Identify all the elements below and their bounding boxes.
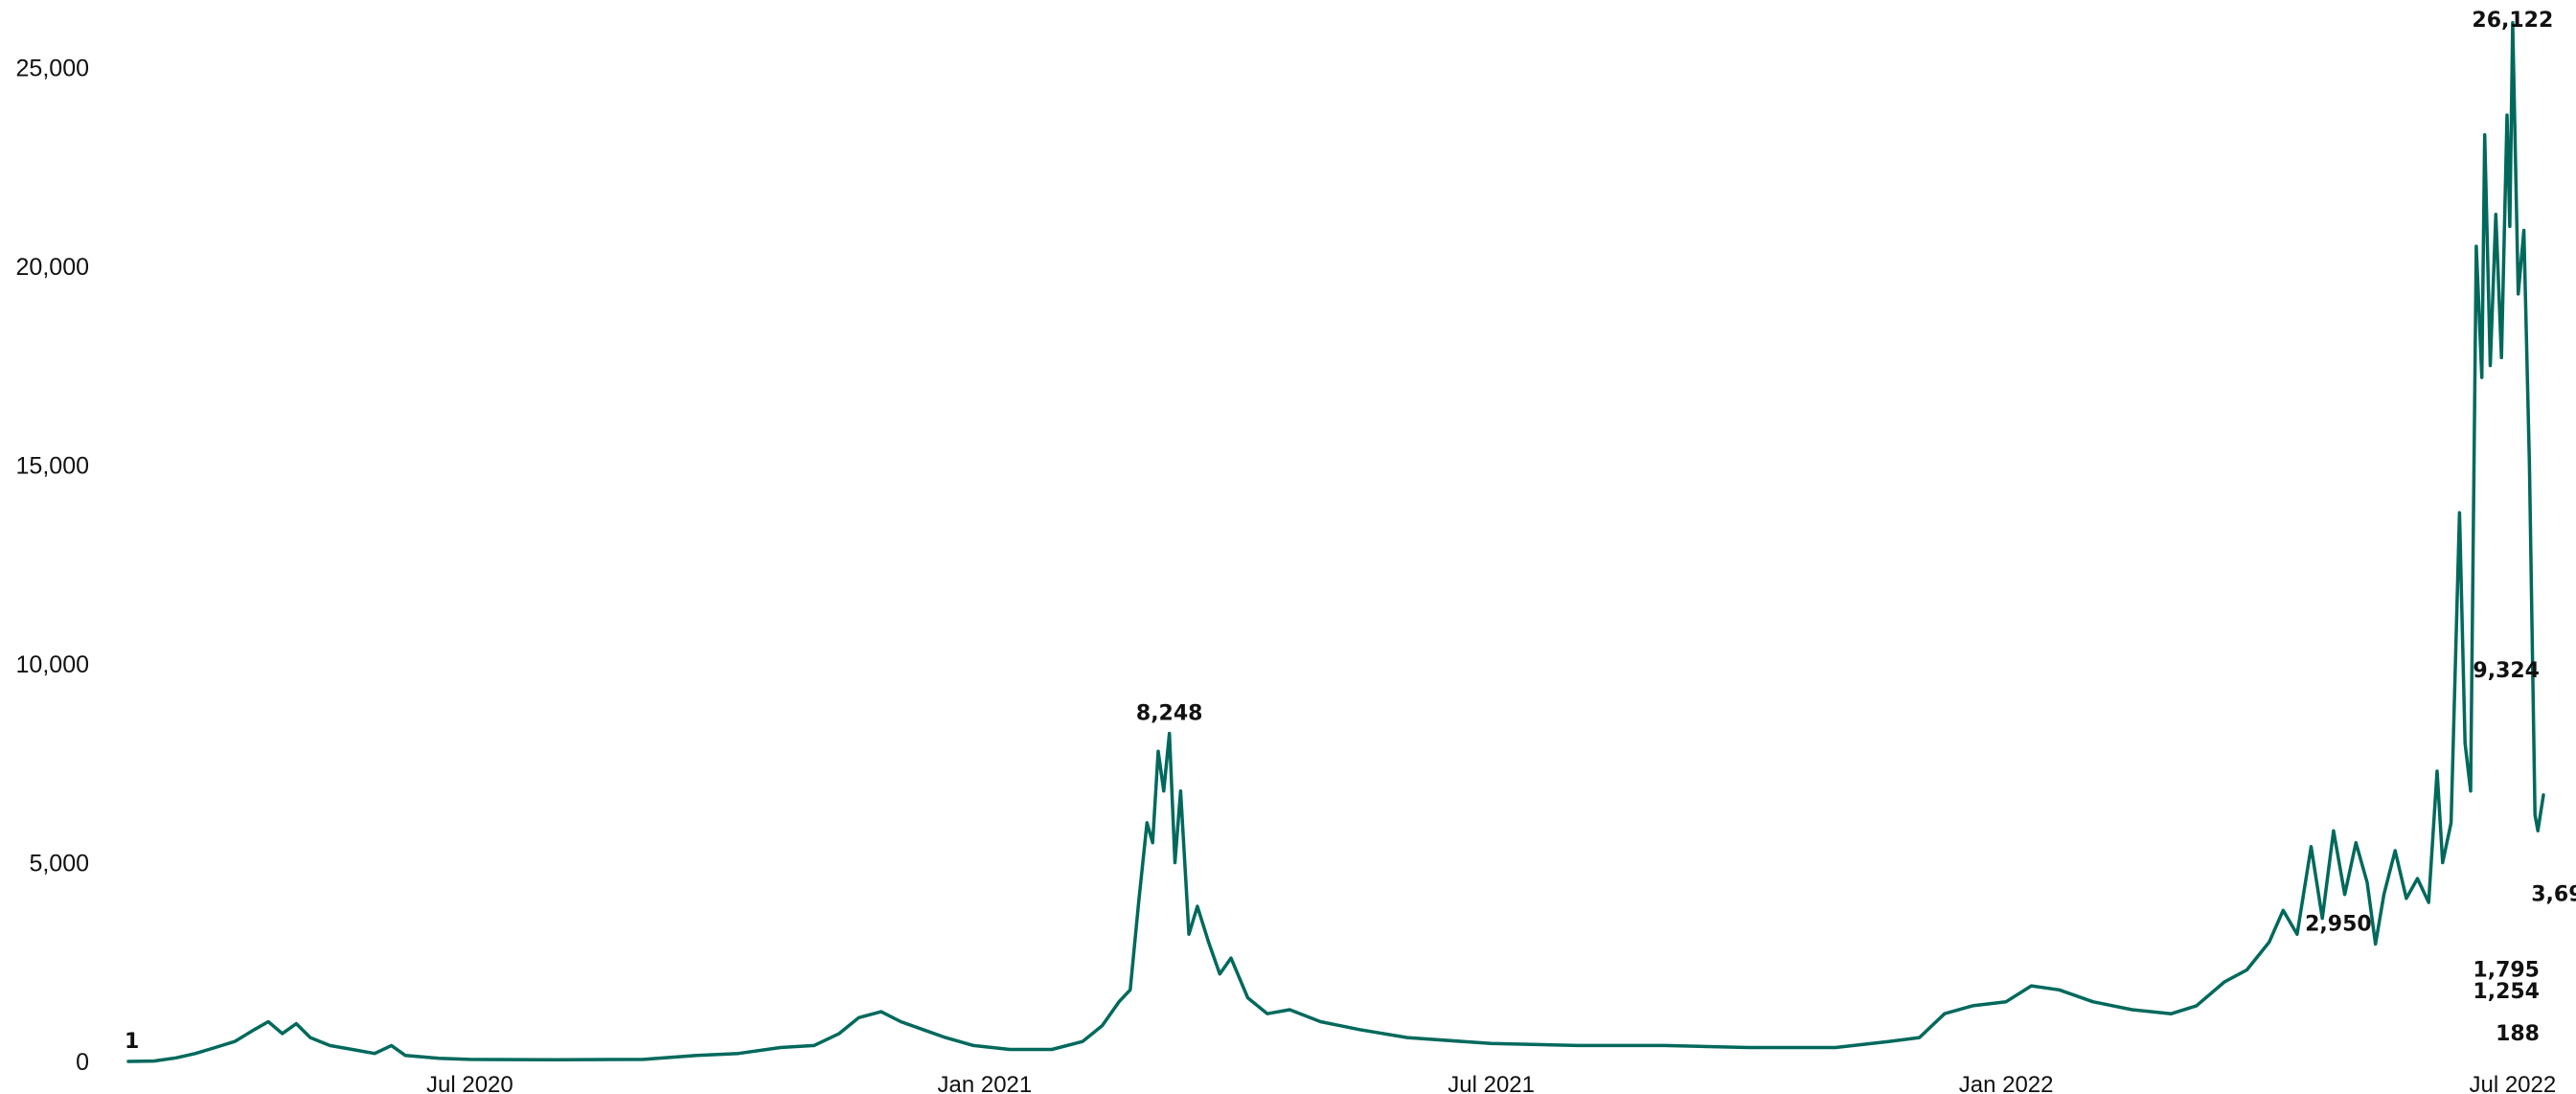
y-tick-label: 15,000	[16, 452, 89, 479]
x-tick-label: Jul 2020	[426, 1072, 513, 1094]
y-tick-label: 20,000	[16, 254, 89, 281]
y-tick-label: 0	[76, 1049, 89, 1076]
data-label: 9,324	[2473, 659, 2540, 683]
y-axis: 0 5,000 10,000 15,000 20,000 25,000	[16, 55, 89, 1076]
data-labels: 1 8,248 2,950 26,122 3,692 1,254 9,324 188 1,795	[125, 9, 2576, 1054]
x-tick-label: Jul 2021	[1448, 1072, 1535, 1094]
series-group	[126, 20, 2545, 1063]
y-tick-label: 5,000	[29, 850, 89, 877]
data-label: 2,950	[2305, 913, 2372, 937]
x-tick-label: Jan 2021	[938, 1072, 1033, 1094]
data-label: 26,122	[2472, 9, 2553, 33]
y-tick-label: 25,000	[16, 55, 89, 81]
data-label: 8,248	[1136, 702, 1203, 726]
y-tick-label: 10,000	[16, 651, 89, 678]
series-line	[126, 20, 2545, 1063]
data-label: 3,692	[2531, 883, 2576, 907]
data-label: 188	[2496, 1022, 2540, 1046]
data-label: 1,795	[2473, 958, 2540, 982]
data-label: 1	[125, 1030, 139, 1054]
x-axis: Jul 2020 Jan 2021 Jul 2021 Jan 2022 Jul 2022	[426, 1072, 2556, 1094]
x-tick-label: Jan 2022	[1959, 1072, 2054, 1094]
x-tick-label: Jul 2022	[2469, 1072, 2556, 1094]
data-label: 1,254	[2473, 980, 2540, 1004]
